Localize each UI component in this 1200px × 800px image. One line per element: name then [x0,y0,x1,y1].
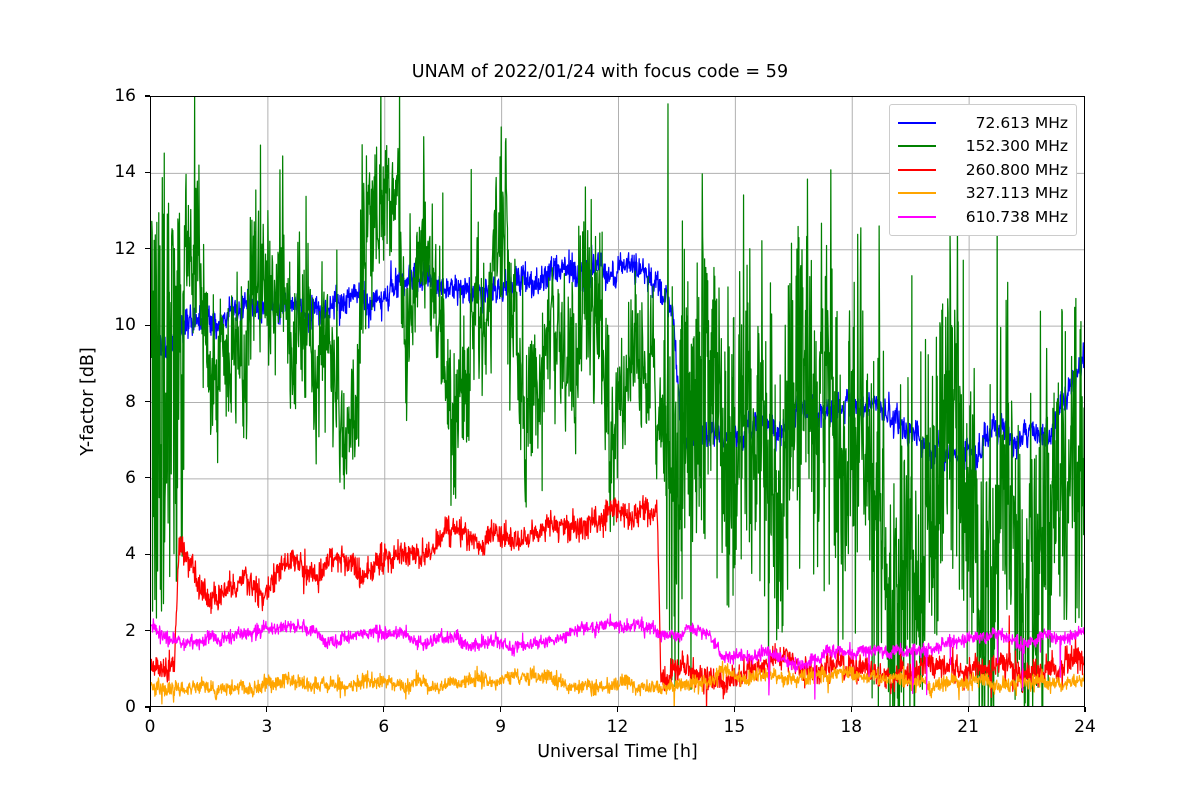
x-tick-label: 0 [144,717,156,737]
legend-color-swatch [898,215,936,218]
legend-color-swatch [898,121,936,124]
y-tick-mark [145,95,150,97]
y-tick-mark [145,400,150,403]
x-axis-label: Universal Time [h] [537,742,698,762]
x-tick-label: 6 [378,717,390,737]
y-tick-mark [145,477,150,479]
x-tick-label: 18 [840,717,863,737]
legend-color-swatch [898,145,936,148]
legend-item[interactable]: 260.800 MHz [898,158,1068,182]
y-tick-mark [145,706,150,708]
y-tick-mark [145,248,150,250]
page-title: UNAM of 2022/01/24 with focus code = 59 [411,62,789,82]
y-tick-label: 6 [125,467,136,488]
y-tick-mark [145,553,150,555]
series-line [151,660,1084,706]
x-tick-label: 3 [261,717,273,737]
legend[interactable]: 72.613 MHz 152.300 MHz 260.800 MHz 327.113 … [889,104,1077,236]
legend-label: 152.300 MHz [965,137,1068,156]
legend-label: 610.738 MHz [965,207,1068,226]
y-tick-label: 8 [125,391,136,412]
series-line [151,97,1084,706]
y-tick-label: 14 [114,162,136,183]
x-tick-mark [149,707,151,712]
x-tick-mark [967,707,969,712]
x-tick-mark [1084,707,1086,712]
y-tick-mark [145,630,150,632]
series-line [151,495,1084,706]
y-axis-label: Y-factor [dB] [78,347,98,456]
legend-color-swatch [898,168,936,171]
x-tick-mark [500,707,502,712]
x-tick-mark [850,707,852,712]
series-line [151,613,1084,700]
x-tick-label: 12 [606,717,629,737]
legend-label: 327.113 MHz [965,184,1068,203]
y-tick-label: 0 [125,697,136,717]
y-tick-mark [145,171,150,173]
legend-item[interactable]: 610.738 MHz [898,205,1068,229]
y-tick-label: 12 [114,238,136,259]
x-tick-mark [266,707,268,712]
legend-label: 260.800 MHz [965,160,1068,179]
legend-item[interactable]: 72.613 MHz [898,111,1068,135]
x-tick-label: 9 [495,717,507,737]
x-tick-label: 15 [723,717,746,737]
x-tick-mark [616,707,619,712]
y-tick-label: 4 [125,544,136,565]
x-tick-mark [383,707,385,712]
x-tick-label: 24 [1074,717,1096,737]
y-tick-label: 16 [114,86,136,106]
y-tick-label: 10 [114,315,136,336]
legend-label: 72.613 MHz [975,113,1068,132]
x-tick-mark [733,707,735,712]
legend-item[interactable]: 327.113 MHz [898,182,1068,206]
x-tick-label: 21 [957,717,979,737]
legend-item[interactable]: 152.300 MHz [898,135,1068,159]
legend-color-swatch [898,192,936,195]
series-group [151,97,1084,706]
y-tick-mark [145,324,150,326]
y-tick-label: 2 [125,620,136,641]
